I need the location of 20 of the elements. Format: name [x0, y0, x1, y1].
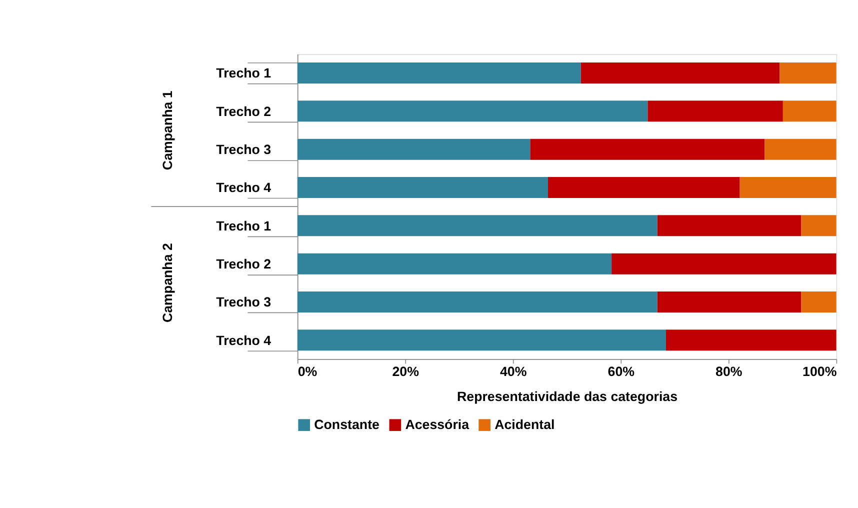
y-tick-label: Trecho 4: [216, 332, 272, 348]
y-tick-label: Trecho 1: [216, 66, 272, 81]
legend-label: Acidental: [494, 417, 555, 432]
text: Campanha 2: [160, 243, 176, 323]
y-tick-label: Trecho 2: [216, 104, 272, 119]
x-tick-label: 0%: [298, 364, 318, 380]
legend-label: Constante: [314, 417, 380, 432]
x-tick-label: 20%: [392, 364, 420, 380]
y-tick-label: Trecho 1: [216, 218, 272, 234]
x-tick-label: 100%: [802, 364, 837, 380]
x-tick-label: 80%: [716, 364, 742, 380]
text: Campanha 1: [160, 90, 176, 170]
x-tick-label: 60%: [608, 364, 635, 380]
legend-label: Acessória: [405, 417, 470, 432]
x-tick-label: 40%: [500, 364, 527, 380]
x-axis-title: Representatividade das categorias: [457, 389, 678, 404]
y-tick-label: Trecho 4: [216, 180, 272, 196]
y-tick-label: Trecho 2: [216, 256, 272, 272]
y-tick-label: Trecho 3: [216, 142, 272, 157]
y-tick-label: Trecho 3: [216, 294, 272, 310]
